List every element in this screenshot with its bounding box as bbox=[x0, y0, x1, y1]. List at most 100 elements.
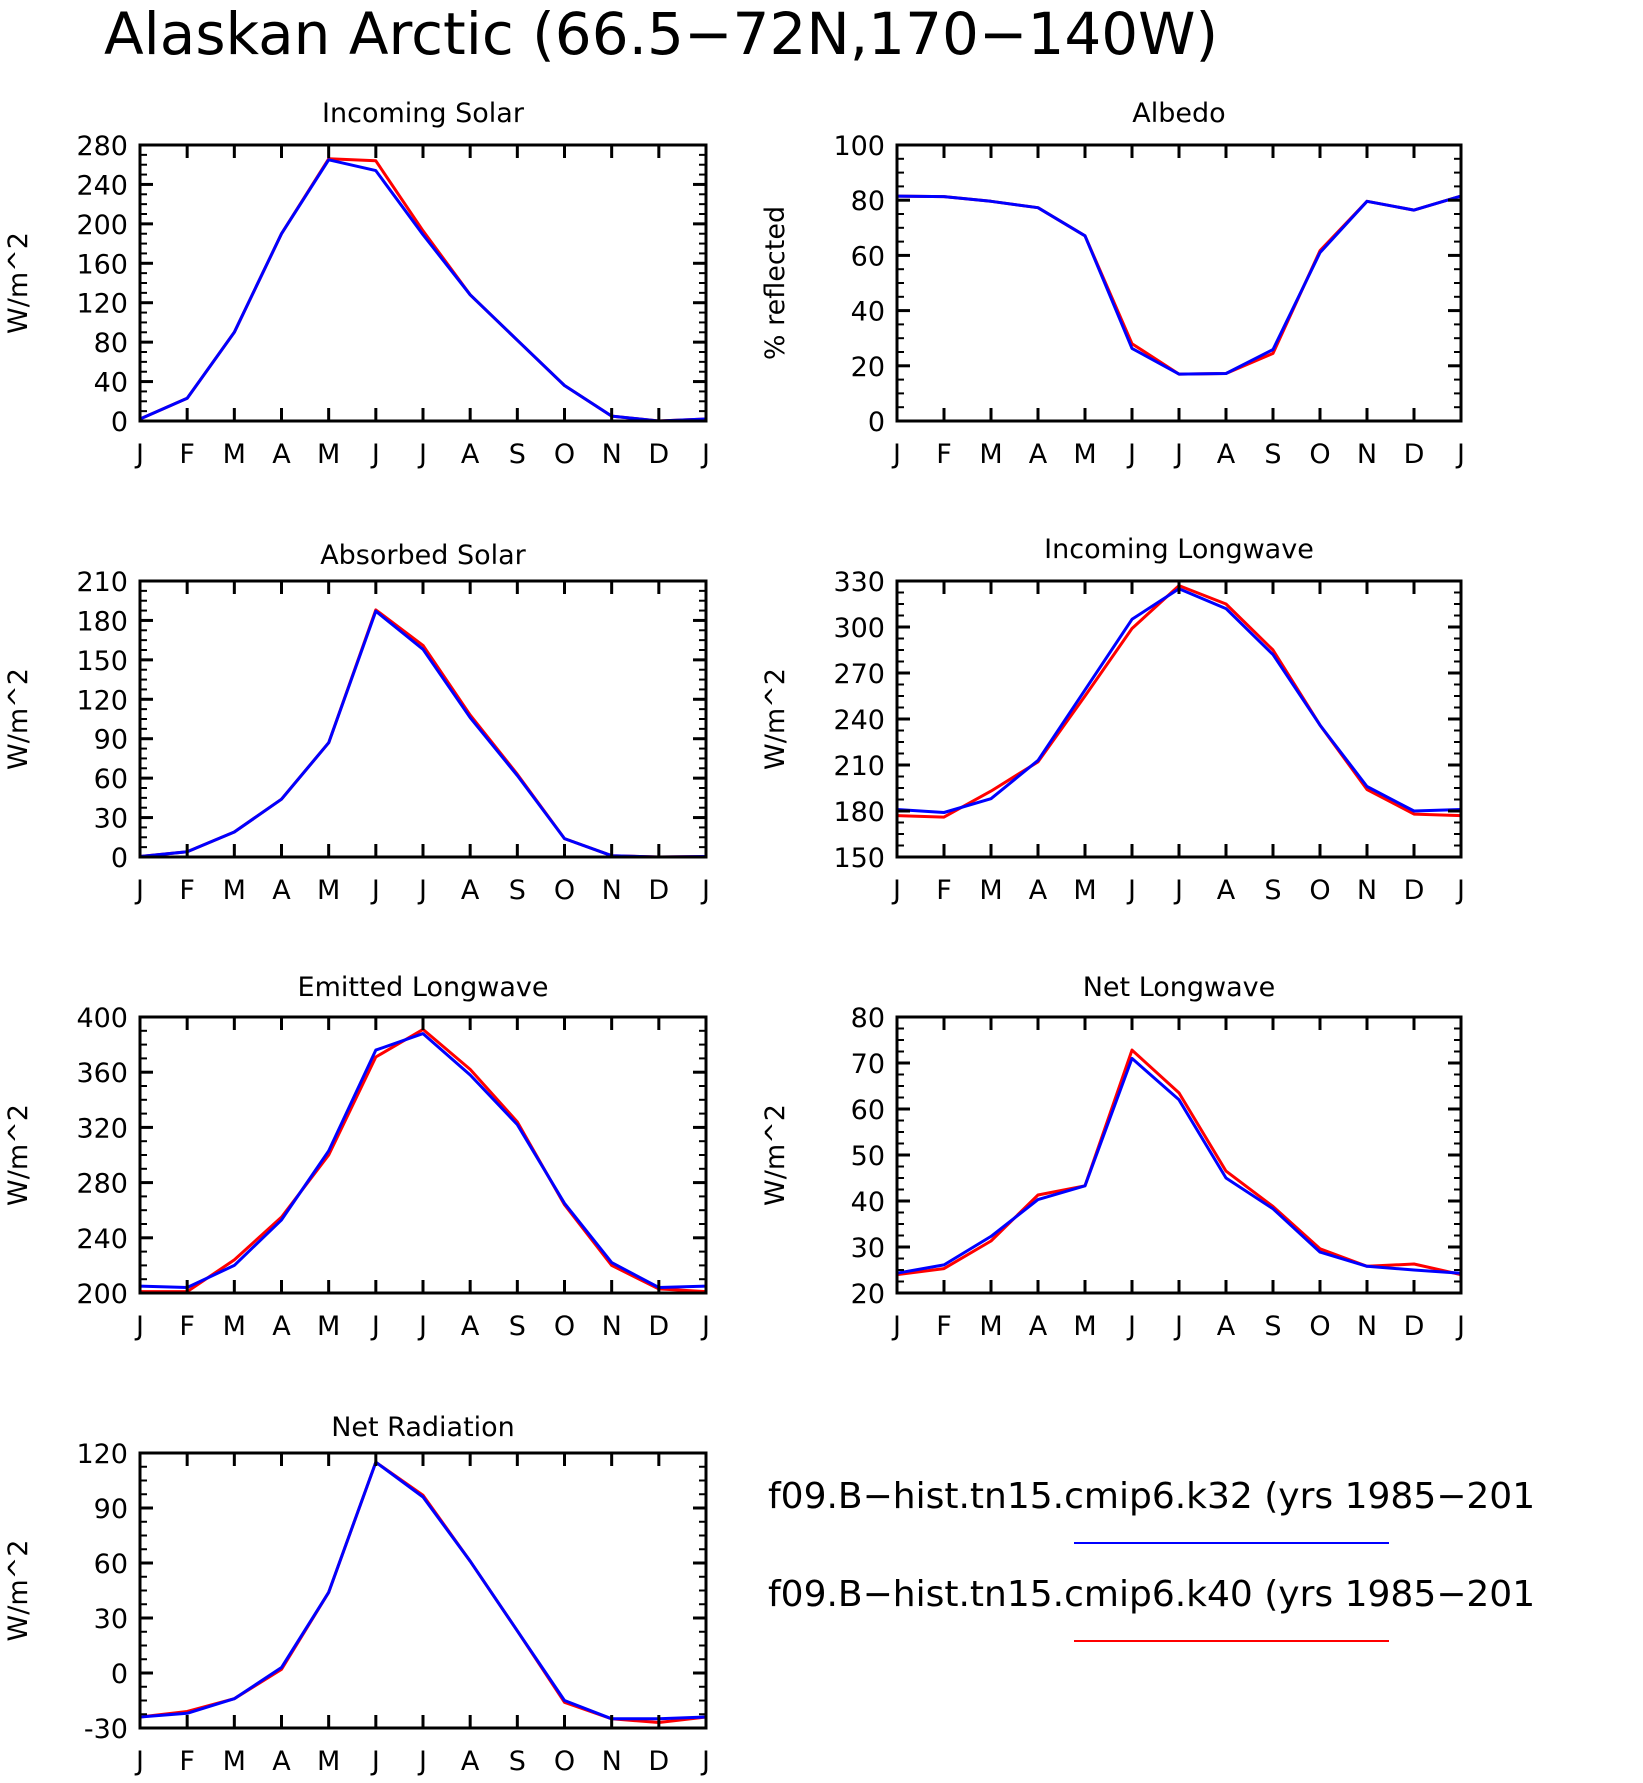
x-tick-label: N bbox=[602, 1311, 622, 1342]
x-tick-label: J bbox=[370, 439, 380, 470]
series-line-absorbed-solar-k32 bbox=[139, 609, 707, 859]
x-tick-label: A bbox=[272, 1746, 291, 1777]
panel-title-net-longwave: Net Longwave bbox=[1083, 972, 1276, 1003]
x-tick-label: J bbox=[700, 875, 710, 906]
y-tick-label: 120 bbox=[76, 289, 128, 320]
x-tick-label: J bbox=[1126, 439, 1136, 470]
y-tick-label: 240 bbox=[76, 1224, 128, 1255]
x-tick-label: O bbox=[554, 1311, 575, 1342]
x-tick-label: J bbox=[1173, 439, 1183, 470]
y-tick-label: 60 bbox=[94, 1549, 128, 1580]
x-tick-label: J bbox=[1126, 875, 1136, 906]
x-tick-label: S bbox=[509, 875, 526, 906]
x-tick-label: F bbox=[936, 1311, 952, 1342]
x-tick-label: J bbox=[134, 875, 144, 906]
y-tick-label: 40 bbox=[851, 297, 885, 328]
series-line-incoming-longwave-k40 bbox=[896, 584, 1462, 819]
y-axis-label-albedo: % reflected bbox=[760, 206, 791, 360]
y-tick-label: 60 bbox=[851, 1095, 885, 1126]
x-tick-label: J bbox=[1455, 875, 1465, 906]
plot-frame-incoming-solar bbox=[138, 143, 708, 423]
x-tick-label: N bbox=[602, 439, 622, 470]
y-axis-label-net-radiation: W/m^2 bbox=[3, 1540, 34, 1642]
x-tick-label: M bbox=[317, 1311, 340, 1342]
x-tick-label: N bbox=[1357, 875, 1377, 906]
series-line-emitted-longwave-k40 bbox=[140, 1027, 707, 1294]
series-line-albedo-k32 bbox=[896, 194, 1462, 376]
panel-title-incoming-longwave: Incoming Longwave bbox=[1044, 534, 1314, 565]
y-tick-label: 0 bbox=[111, 407, 128, 438]
x-tick-label: S bbox=[509, 439, 526, 470]
plot-frame-net-longwave bbox=[895, 1015, 1463, 1295]
plot-frame-incoming-longwave bbox=[895, 579, 1463, 859]
x-tick-label: F bbox=[936, 439, 952, 470]
x-tick-label: J bbox=[134, 439, 144, 470]
y-tick-label: 240 bbox=[833, 705, 885, 736]
x-tick-label: O bbox=[554, 1746, 575, 1777]
x-tick-label: J bbox=[700, 439, 710, 470]
x-tick-label: A bbox=[461, 1746, 480, 1777]
y-tick-label: 400 bbox=[76, 1003, 128, 1034]
x-tick-label: D bbox=[648, 1311, 669, 1342]
plot-frame-emitted-longwave bbox=[138, 1015, 708, 1295]
y-tick-label: 30 bbox=[851, 1233, 885, 1264]
legend-label-k32: f09.B−hist.tn15.cmip6.k32 (yrs 1985−201 bbox=[768, 1476, 1535, 1517]
x-tick-label: M bbox=[223, 1311, 246, 1342]
y-axis-label-absorbed-solar: W/m^2 bbox=[3, 668, 34, 770]
series-line-absorbed-solar-k40 bbox=[139, 608, 707, 859]
panel-title-net-radiation: Net Radiation bbox=[331, 1412, 515, 1443]
y-tick-label: 240 bbox=[76, 170, 128, 201]
x-tick-label: D bbox=[648, 875, 669, 906]
series-line-net-radiation-k40 bbox=[139, 1460, 707, 1724]
x-tick-label: M bbox=[223, 875, 246, 906]
y-tick-label: 30 bbox=[94, 804, 128, 835]
y-tick-label: 280 bbox=[76, 131, 128, 162]
y-tick-label: 160 bbox=[76, 249, 128, 280]
y-tick-label: 90 bbox=[94, 725, 128, 756]
y-tick-label: 280 bbox=[76, 1169, 128, 1200]
x-tick-label: N bbox=[1357, 1311, 1377, 1342]
panel-title-incoming-solar: Incoming Solar bbox=[322, 98, 525, 129]
x-tick-label: J bbox=[1455, 439, 1465, 470]
y-tick-label: 90 bbox=[94, 1494, 128, 1525]
panel-title-absorbed-solar: Absorbed Solar bbox=[320, 540, 526, 571]
x-tick-label: A bbox=[1029, 1311, 1048, 1342]
y-tick-label: 40 bbox=[94, 368, 128, 399]
y-tick-label: 60 bbox=[851, 241, 885, 272]
x-tick-label: N bbox=[602, 875, 622, 906]
figure-title: Alaskan Arctic (66.5−72N,170−140W) bbox=[104, 0, 1218, 68]
y-axis-label-emitted-longwave: W/m^2 bbox=[3, 1104, 34, 1206]
x-tick-label: M bbox=[1073, 1311, 1096, 1342]
series-line-incoming-solar-k40 bbox=[139, 157, 707, 423]
legend: f09.B−hist.tn15.cmip6.k32 (yrs 1985−201 … bbox=[768, 1476, 1535, 1642]
x-tick-label: F bbox=[179, 875, 195, 906]
x-tick-label: F bbox=[179, 1746, 195, 1777]
x-tick-label: M bbox=[317, 875, 340, 906]
y-tick-label: 150 bbox=[833, 843, 885, 874]
panel-incoming-longwave: J F M A M J J A S O N D J150180210240270300330Incomi… bbox=[760, 534, 1465, 906]
panel-absorbed-solar: J F M A M J J A S O N D J0306090120150180210Absorbed… bbox=[3, 540, 710, 906]
x-tick-label: J bbox=[370, 1746, 380, 1777]
x-tick-label: A bbox=[461, 439, 480, 470]
plot-frame-absorbed-solar bbox=[138, 579, 708, 859]
x-tick-label: J bbox=[700, 1311, 710, 1342]
series-line-albedo-k40 bbox=[896, 194, 1462, 376]
y-tick-label: 180 bbox=[76, 606, 128, 637]
y-tick-label: 200 bbox=[76, 1279, 128, 1310]
x-tick-label: J bbox=[370, 1311, 380, 1342]
y-tick-label: 120 bbox=[76, 685, 128, 716]
x-tick-label: J bbox=[134, 1311, 144, 1342]
y-tick-label: 20 bbox=[851, 352, 885, 383]
y-tick-label: 300 bbox=[833, 613, 885, 644]
x-tick-label: F bbox=[179, 1311, 195, 1342]
x-tick-label: M bbox=[317, 1746, 340, 1777]
panels-group: J F M A M J J A S O N D J04080120160200240280Incomin… bbox=[3, 98, 1465, 1777]
y-tick-label: 360 bbox=[76, 1058, 128, 1089]
y-tick-label: 20 bbox=[851, 1279, 885, 1310]
x-tick-label: M bbox=[1073, 875, 1096, 906]
y-tick-label: 80 bbox=[851, 186, 885, 217]
series-line-incoming-longwave-k32 bbox=[896, 587, 1462, 814]
